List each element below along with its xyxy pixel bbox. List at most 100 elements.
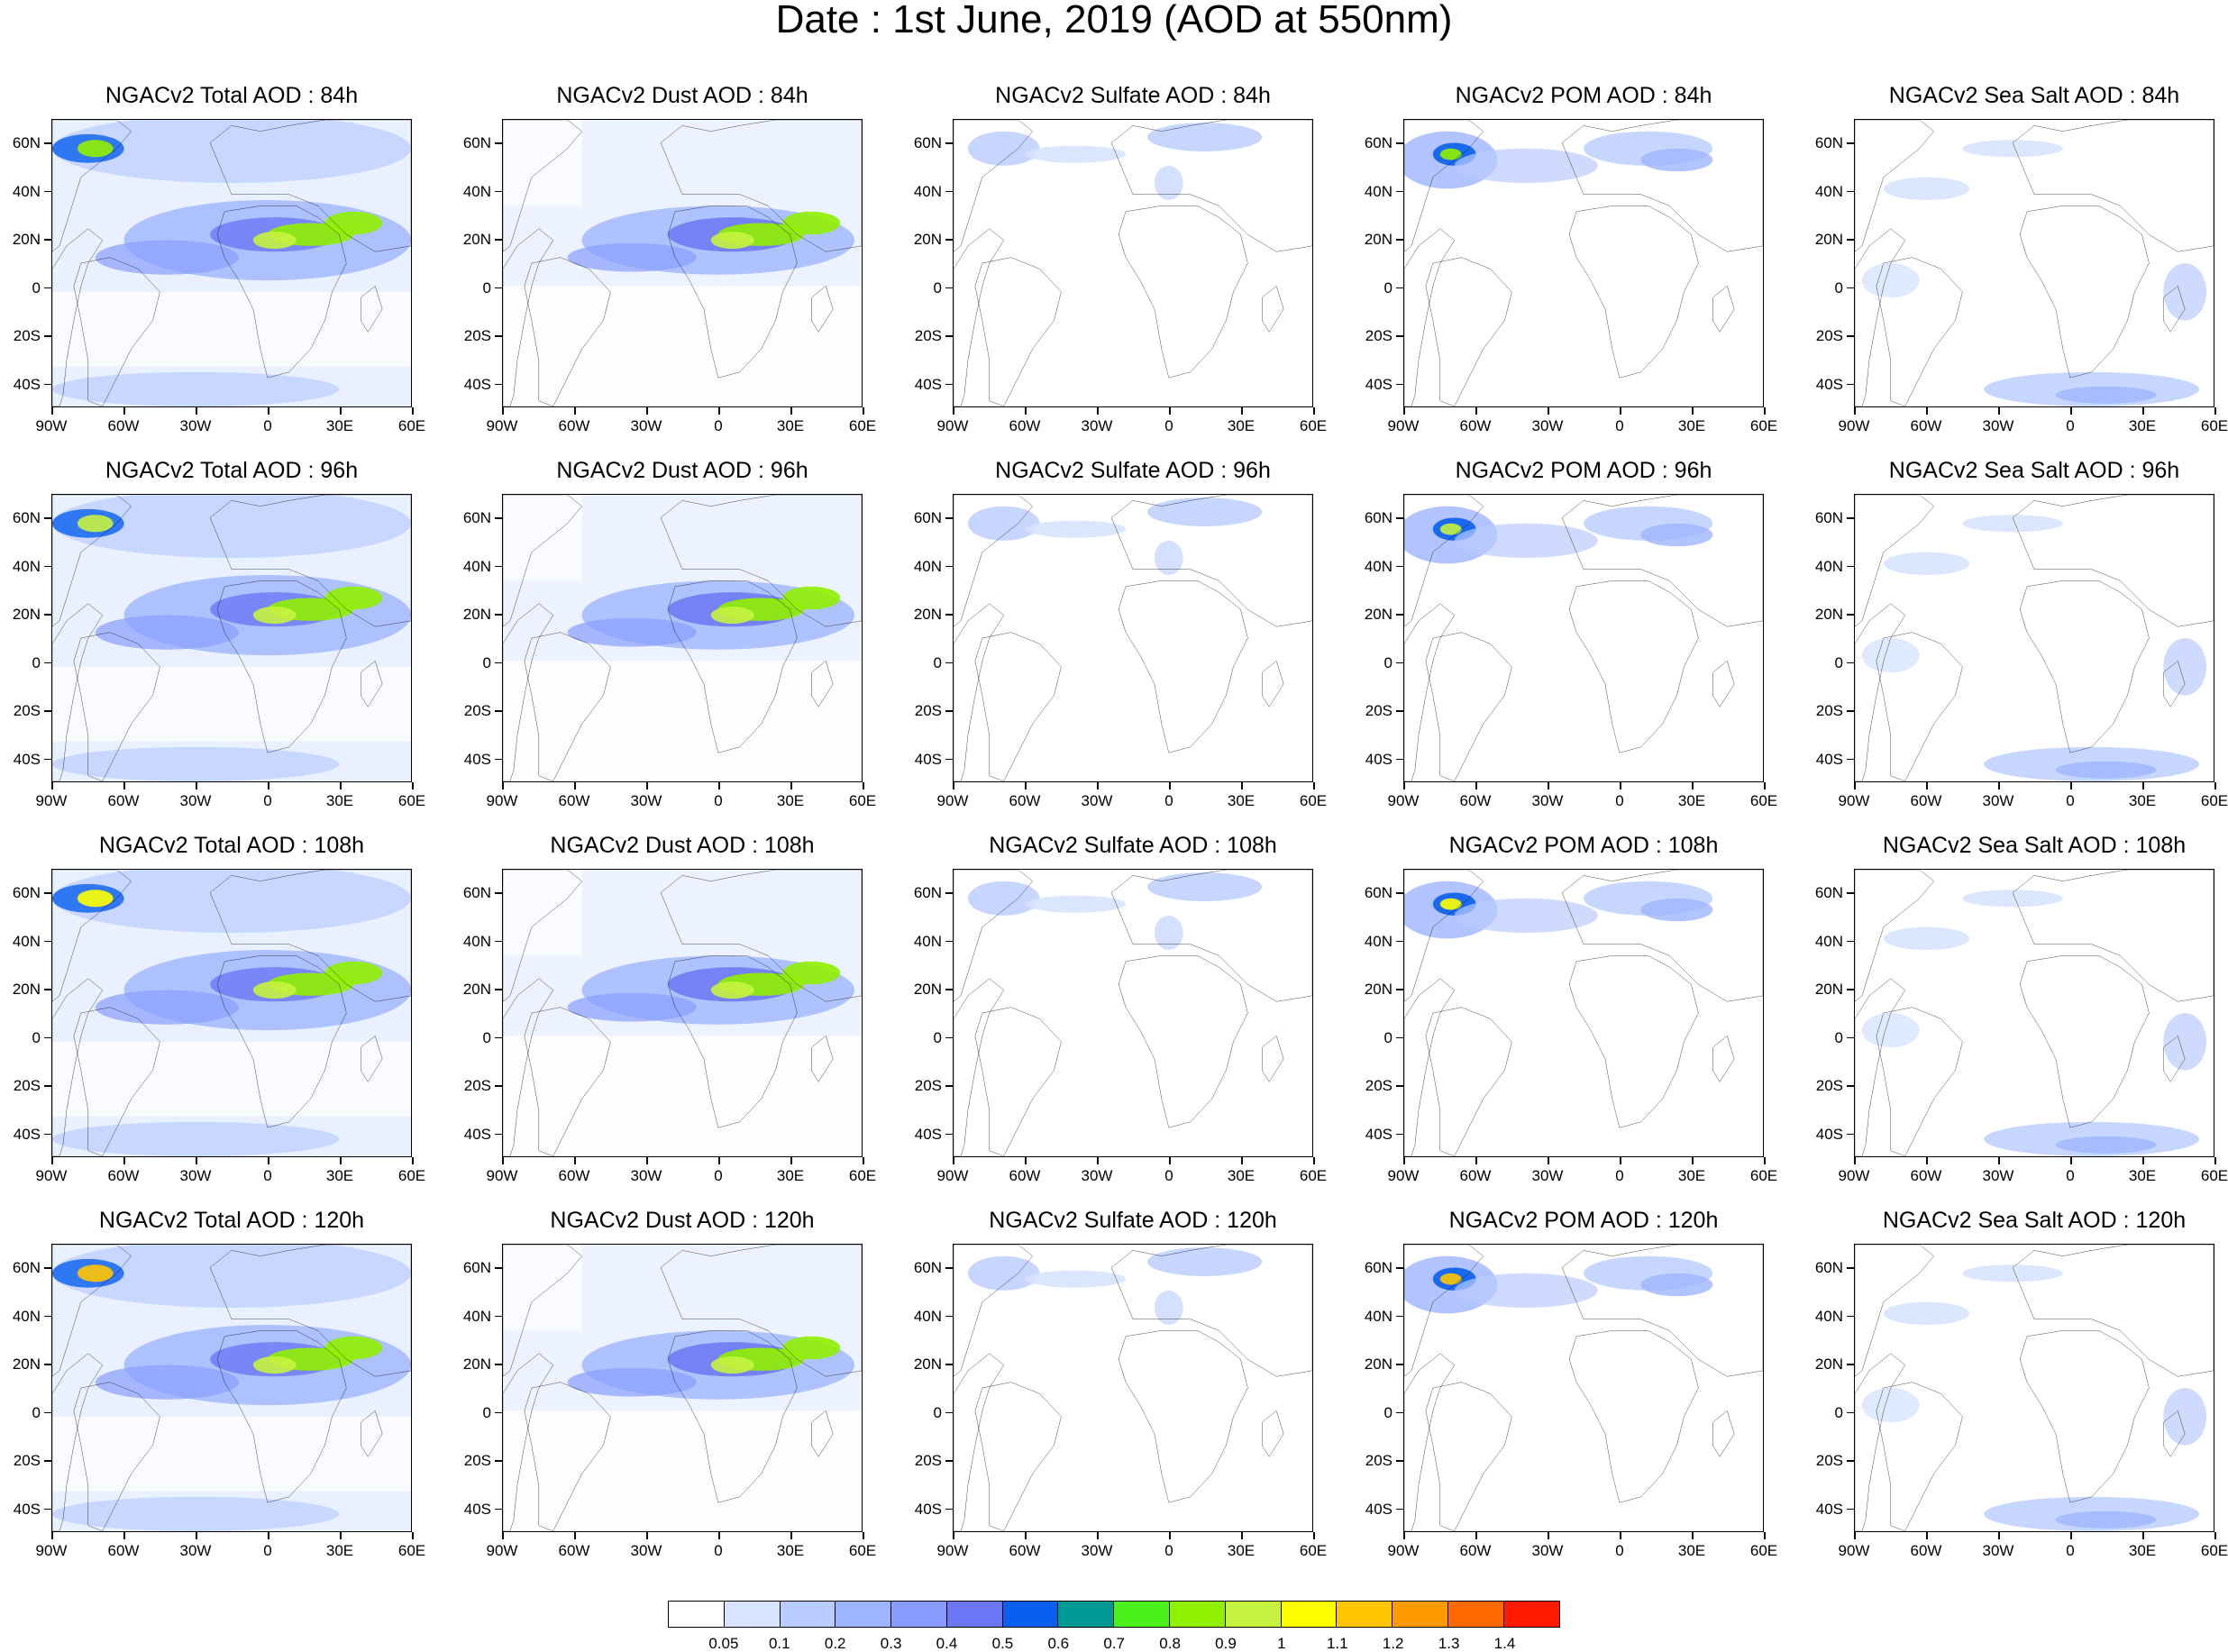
x-tick [2214, 1157, 2216, 1164]
x-tick-label: 30E [1227, 792, 1256, 809]
x-tick [1097, 1157, 1099, 1164]
x-tick-label: 0 [1164, 1542, 1173, 1559]
y-tick-label: 40N [913, 182, 942, 200]
x-tick [790, 1532, 792, 1539]
y-tick [44, 989, 51, 990]
y-tick-label: 60N [913, 509, 942, 526]
x-tick [1241, 782, 1243, 789]
map-panel: NGACv2 Sea Salt AOD : 120h 60N 40N 20N 0 20S 4… [1803, 1199, 2228, 1577]
y-tick [44, 335, 51, 337]
y-tick-label: 40S [914, 1500, 942, 1518]
map-plot-area [1403, 494, 1764, 782]
y-tick [945, 1508, 953, 1510]
x-tick [412, 407, 414, 415]
y-tick [44, 614, 51, 616]
y-tick [1847, 710, 1854, 712]
panel-title: NGACv2 Sulfate AOD : 108h [989, 833, 1277, 858]
x-tick [1692, 1157, 1694, 1164]
x-tick [2070, 407, 2072, 415]
y-tick [1396, 614, 1403, 616]
x-tick-label: 90W [1838, 792, 1870, 809]
y-tick-label: 20S [1365, 1077, 1392, 1094]
x-tick-label: 60W [107, 1542, 140, 1559]
y-tick-label: 20N [12, 606, 41, 623]
x-tick-label: 30W [1531, 1542, 1564, 1559]
x-tick-label: 30W [1982, 417, 2014, 434]
x-tick [790, 782, 792, 789]
y-tick-label: 20N [913, 1355, 942, 1373]
x-tick-label: 60W [1459, 792, 1492, 809]
x-tick [1620, 1532, 1621, 1539]
y-tick-label: 20S [13, 702, 41, 719]
y-tick [1396, 758, 1403, 760]
map-panel: NGACv2 Total AOD : 108h 60N 40N 20N 0 20S 40S 9… [0, 824, 451, 1202]
x-tick [2142, 1157, 2144, 1164]
colorbar-label: 0.4 [936, 1635, 958, 1652]
x-tick [1764, 407, 1766, 415]
y-tick-label: 60N [462, 134, 491, 151]
colorbar [668, 1601, 1561, 1628]
y-tick-label: 20N [1814, 1355, 1843, 1373]
y-tick [1847, 662, 1854, 663]
x-tick [718, 1157, 720, 1164]
x-tick-label: 0 [1615, 1542, 1624, 1559]
x-tick [574, 782, 576, 789]
x-tick [268, 407, 269, 415]
map-plot-area [953, 494, 1313, 782]
x-tick-label: 30E [2128, 417, 2157, 434]
y-tick [495, 142, 502, 144]
x-tick [1692, 407, 1694, 415]
y-tick-label: 0 [1383, 1403, 1392, 1421]
x-tick [1692, 1532, 1694, 1539]
y-tick [1847, 565, 1854, 567]
x-tick-label: 60W [1910, 417, 1942, 434]
colorbar-swatch [1002, 1602, 1059, 1627]
panel-title: NGACv2 Sulfate AOD : 84h [995, 83, 1271, 108]
x-tick [790, 407, 792, 415]
x-tick [953, 407, 954, 415]
y-tick-label: 40S [1365, 1125, 1392, 1143]
y-tick [495, 565, 502, 567]
x-tick [1854, 407, 1856, 415]
x-tick-label: 90W [35, 1167, 68, 1184]
y-tick-label: 20N [12, 231, 41, 248]
y-tick [1396, 1133, 1403, 1135]
x-tick [1926, 1157, 1928, 1164]
x-tick [2142, 782, 2144, 789]
x-tick-label: 60E [1299, 1542, 1328, 1559]
panel-title: NGACv2 POM AOD : 96h [1455, 458, 1712, 483]
y-tick-label: 40S [914, 375, 942, 393]
x-tick-label: 60W [558, 1542, 590, 1559]
map-panel: NGACv2 Sulfate AOD : 96h 60N 40N 20N 0 20S 40S… [901, 449, 1352, 827]
map-panel: NGACv2 Dust AOD : 84h 60N 40N 20N 0 20S 40S 90W… [451, 74, 901, 452]
x-tick-label: 90W [936, 792, 969, 809]
x-tick [1475, 782, 1477, 789]
colorbar-label: 1.4 [1493, 1635, 1516, 1652]
x-tick [1998, 1532, 2000, 1539]
map-plot-area [51, 1244, 412, 1532]
y-tick-label: 20N [1364, 1355, 1392, 1373]
y-tick-label: 60N [1814, 1259, 1843, 1276]
x-tick-label: 90W [936, 1542, 969, 1559]
x-tick-label: 0 [1615, 1167, 1624, 1184]
x-tick [1169, 1532, 1171, 1539]
y-tick [945, 1085, 953, 1087]
colorbar-label: 0.7 [1103, 1635, 1125, 1652]
x-tick-label: 30W [1081, 1167, 1113, 1184]
x-tick [1097, 1532, 1099, 1539]
colorbar-swatch [780, 1602, 836, 1627]
y-tick [1847, 1460, 1854, 1462]
x-tick [51, 782, 53, 789]
y-tick [44, 1364, 51, 1365]
colorbar-swatch [724, 1602, 781, 1627]
y-tick-label: 20N [12, 981, 41, 998]
x-tick [863, 782, 864, 789]
y-tick [495, 190, 502, 192]
x-tick [1692, 782, 1694, 789]
y-tick [495, 287, 502, 288]
map-plot-area [502, 119, 863, 407]
y-tick-label: 40N [913, 1307, 942, 1325]
colorbar-swatch [836, 1602, 892, 1627]
y-tick-label: 40S [914, 1125, 942, 1143]
map-plot-area [51, 494, 412, 782]
